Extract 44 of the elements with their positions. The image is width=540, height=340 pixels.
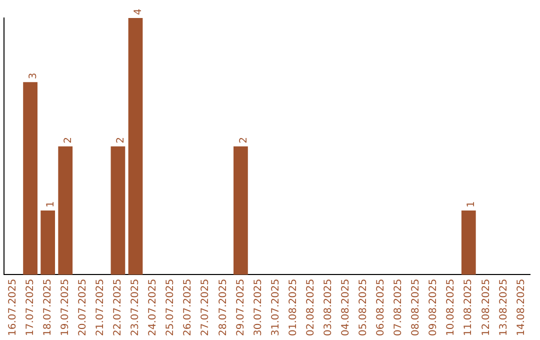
data-label: 2 [238,136,250,144]
x-tick-label: 11.08.2025 [463,278,474,336]
x-tick-label: 30.07.2025 [252,278,264,336]
x-tick-label: 20.07.2025 [77,278,88,336]
data-label: 1 [466,201,478,208]
x-tick-label: 21.07.2025 [95,278,106,336]
x-tick-label: 23.07.2025 [130,278,142,336]
x-tick-label: 05.08.2025 [358,278,370,336]
bar [234,146,248,275]
x-tick-label: 02.08.2025 [305,278,316,336]
bar [128,18,143,275]
bar [23,82,38,275]
x-tick-label: 03.08.2025 [322,278,334,336]
data-label: 2 [116,136,127,144]
x-tick-label: 07.08.2025 [393,278,404,336]
data-label: 4 [133,8,144,15]
x-tick-label: 09.08.2025 [428,278,440,336]
x-tick-label: 14.08.2025 [516,278,527,336]
x-tick-label: 24.07.2025 [148,278,159,336]
x-tick-label: 08.08.2025 [410,278,422,336]
x-tick-label: 28.07.2025 [218,278,229,336]
x-tick-label: 16.07.2025 [7,278,18,336]
bar [461,210,476,275]
x-tick-label: 18.07.2025 [42,278,54,336]
x-tick-label: 10.08.2025 [446,278,457,336]
bar [110,146,126,275]
x-tick-label: 31.07.2025 [270,278,282,336]
x-tick-label: 06.08.2025 [376,278,387,336]
x-tick-label: 04.08.2025 [340,278,352,336]
data-label: 2 [62,136,74,144]
x-tick-label: 19.07.2025 [60,278,71,336]
x-tick-label: 01.08.2025 [288,278,299,336]
x-tick-label: 17.07.2025 [24,278,36,336]
data-label: 1 [45,201,56,208]
x-tick-label: 29.07.2025 [235,278,246,336]
x-tick-label: 13.08.2025 [498,278,510,336]
x-tick-label: 27.07.2025 [200,278,212,336]
bar [40,210,56,275]
x-tick-label: 22.07.2025 [112,278,124,336]
x-tick-label: 26.07.2025 [182,278,194,336]
bar [58,146,73,275]
data-label: 3 [28,72,39,80]
x-tick-label: 25.07.2025 [165,278,176,336]
x-tick-label: 12.08.2025 [480,278,492,336]
